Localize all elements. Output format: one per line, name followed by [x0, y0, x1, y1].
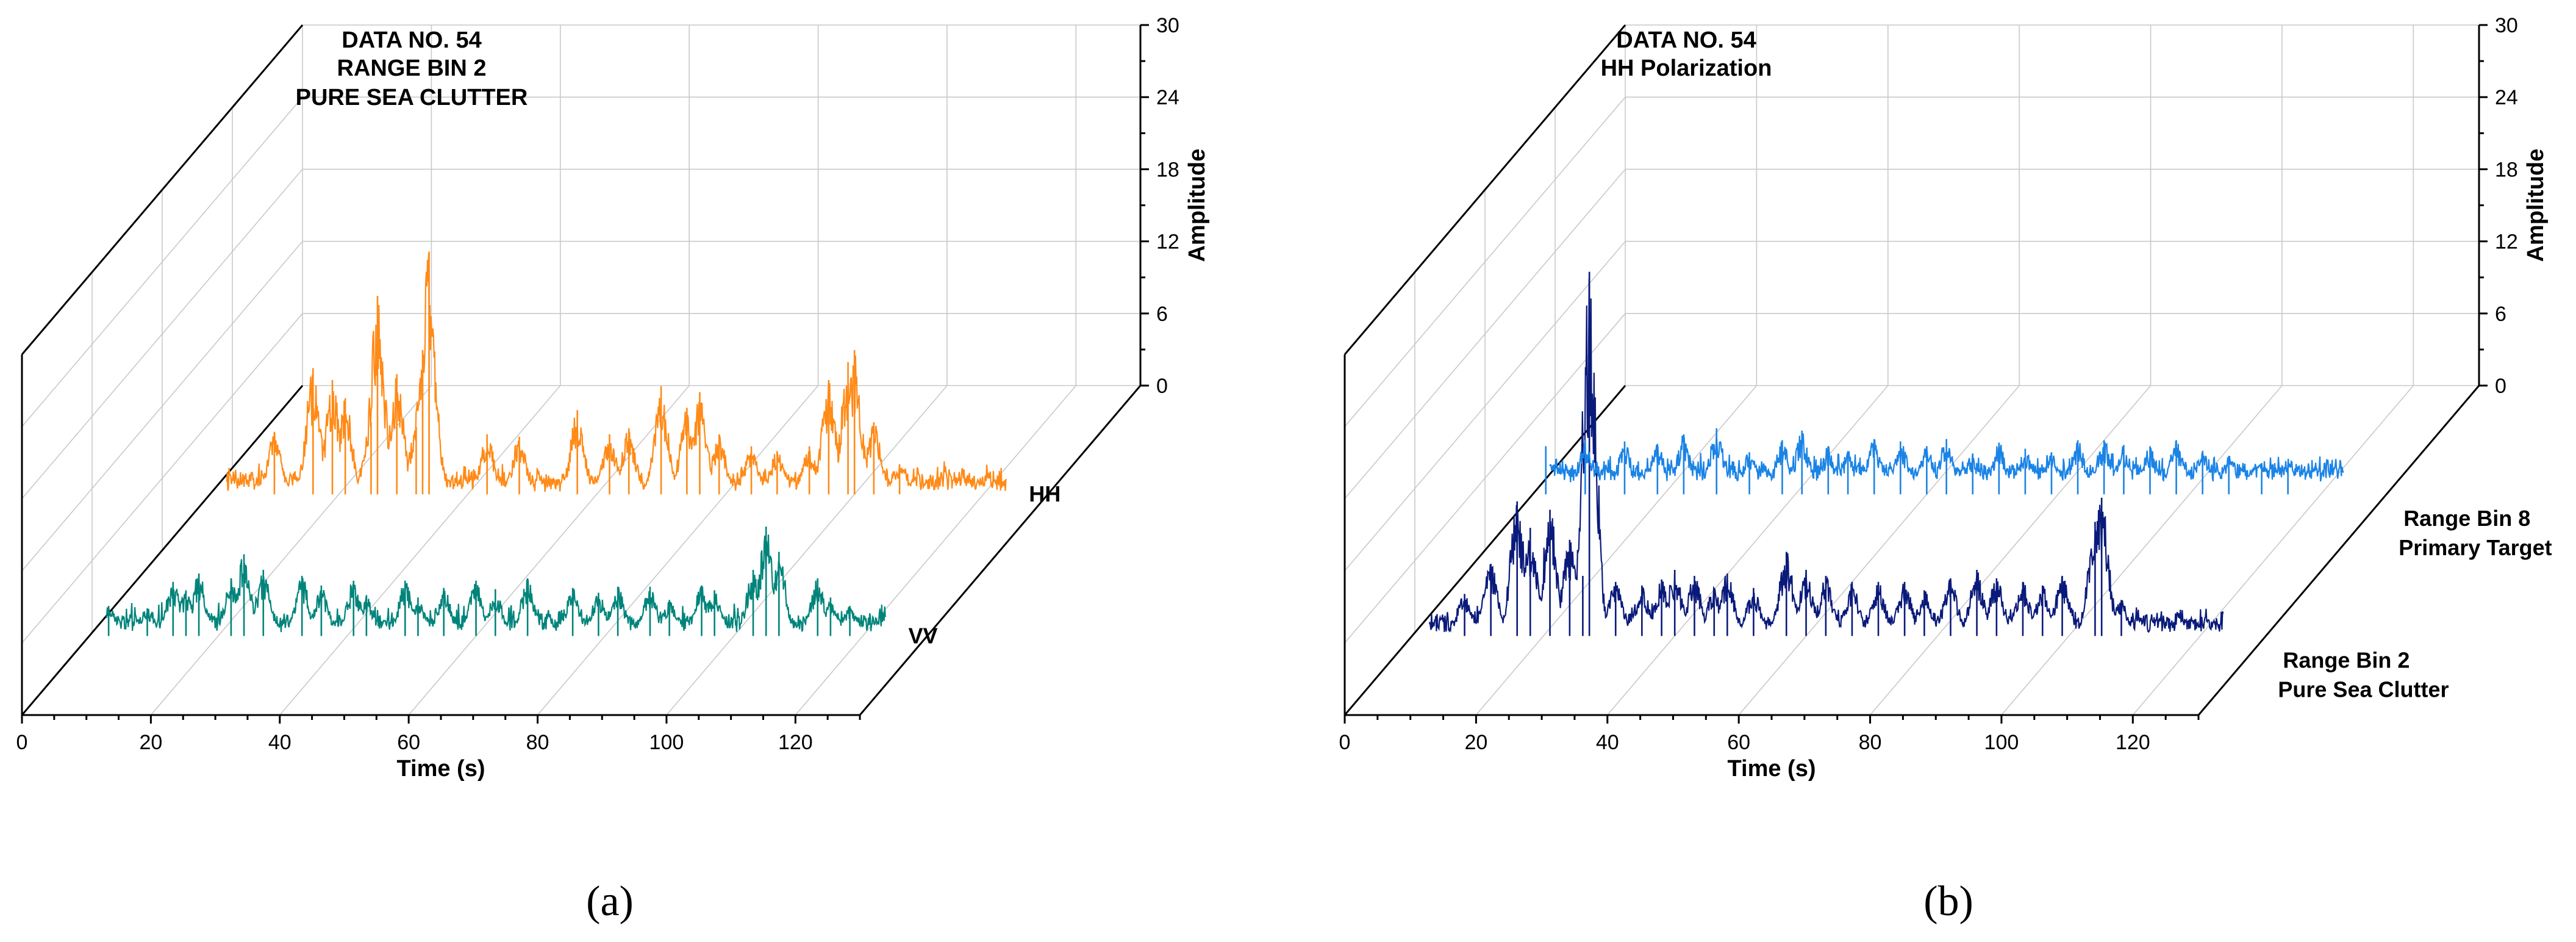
grid-line	[1475, 385, 1757, 716]
chart-annotation: DATA NO. 54	[342, 27, 481, 53]
x-axis-title: Time (s)	[396, 756, 485, 782]
series-trace-1	[226, 253, 1007, 492]
series-label: Pure Sea Clutter	[2278, 677, 2449, 702]
x-tick-label: 0	[1339, 731, 1351, 754]
floor-right-edge	[2197, 385, 2480, 716]
grid-line	[1869, 385, 2152, 716]
chart-annotation: RANGE BIN 2	[337, 56, 487, 81]
z-axis-title: Amplitude	[2523, 149, 2549, 262]
chart-annotation: PURE SEA CLUTTER	[296, 85, 528, 110]
chart-annotation: DATA NO. 54	[1616, 27, 1756, 53]
z-tick-label: 12	[2495, 231, 2518, 254]
grid-line	[2001, 385, 2283, 716]
grid-line	[795, 385, 1076, 716]
grid-line	[1738, 385, 2020, 716]
grid-line	[150, 385, 432, 716]
grid-line	[279, 385, 561, 716]
panel-b-chart: 0 20 40 60 80 100 120 Time (s) 0 6 12 18 24 30 Amplitu…	[1339, 14, 2552, 925]
panel-a-chart: 0 20 40 60 80 100 120 Time (s) 0 6 12 18 24 30 Amplitu…	[16, 14, 1210, 925]
z-tick-label: 6	[1156, 303, 1168, 326]
x-tick-label: 40	[268, 731, 292, 754]
chart-annotation: HH Polarization	[1601, 56, 1772, 81]
z-tick-label: 30	[1156, 14, 1179, 37]
x-axis-title: Time (s)	[1727, 756, 1816, 782]
z-tick-label: 12	[1156, 231, 1179, 254]
z-tick-label: 0	[2495, 375, 2506, 398]
series-label: Range Bin 2	[2283, 647, 2410, 672]
z-tick-label: 24	[1156, 86, 1179, 109]
floor-left-edge	[1343, 385, 1626, 716]
x-tick-label: 100	[649, 731, 684, 754]
grid-line	[408, 385, 690, 716]
x-tick-label: 120	[778, 731, 813, 754]
x-tick-label: 60	[1727, 731, 1750, 754]
floor-right-edge	[859, 385, 1142, 716]
x-tick-label: 120	[2116, 731, 2150, 754]
floor-left-edge	[21, 385, 304, 716]
grid-line	[2132, 385, 2414, 716]
top-left-edge	[21, 24, 304, 355]
z-tick-label: 24	[2495, 86, 2518, 109]
series-label: Range Bin 8	[2403, 506, 2530, 531]
series-label: HH	[1029, 481, 1061, 506]
x-tick-label: 20	[1464, 731, 1487, 754]
z-axis-title: Amplitude	[1184, 149, 1210, 262]
series-label: VV	[908, 623, 937, 648]
grid-line	[537, 385, 819, 716]
z-tick-label: 30	[2495, 14, 2518, 37]
z-tick-label: 0	[1156, 375, 1168, 398]
top-left-edge	[1343, 24, 1626, 355]
x-tick-label: 100	[1984, 731, 2019, 754]
x-tick-label: 80	[1859, 731, 1882, 754]
z-tick-label: 6	[2495, 303, 2506, 326]
x-tick-label: 80	[526, 731, 549, 754]
x-tick-label: 0	[16, 731, 28, 754]
panel-caption: (a)	[586, 878, 634, 925]
grid-line	[666, 385, 948, 716]
series-label: Primary Target	[2399, 535, 2552, 560]
x-tick-label: 40	[1596, 731, 1619, 754]
panel-caption: (b)	[1923, 878, 1973, 925]
x-tick-label: 20	[139, 731, 162, 754]
grid-line	[1607, 385, 1889, 716]
z-tick-label: 18	[1156, 158, 1179, 181]
x-tick-label: 60	[397, 731, 420, 754]
z-tick-label: 18	[2495, 158, 2518, 181]
